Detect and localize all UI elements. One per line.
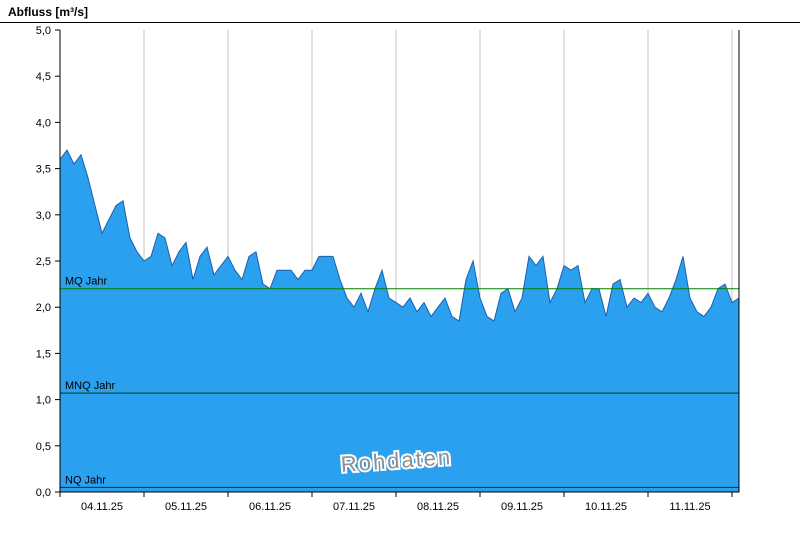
y-tick-label: 0,5 [36,441,51,453]
ref-label-mnq: MNQ Jahr [65,380,115,392]
y-axis-ticks: 0,0 0,5 1,0 1,5 2,0 2,5 3,0 3,5 4,0 4,5 5,0 [36,25,60,499]
y-tick-label: 4,5 [36,71,51,83]
ref-label-mq: MQ Jahr [65,276,108,288]
y-tick-label: 2,0 [36,302,51,314]
y-tick-label: 1,5 [36,348,51,360]
y-tick-label: 0,0 [36,487,51,499]
chart-title: Abfluss [m³/s] [8,5,89,19]
y-tick-label: 5,0 [36,25,51,37]
x-tick-label: 09.11.25 [501,501,543,513]
x-tick-label: 08.11.25 [417,501,459,513]
area-series [59,149,740,493]
x-tick-label: 06.11.25 [249,501,291,513]
x-tick-label: 11.11.25 [669,501,710,513]
y-tick-label: 2,5 [36,256,51,268]
y-tick-label: 1,0 [36,395,51,407]
y-tick-label: 3,5 [36,164,51,176]
x-tick-label: 04.11.25 [81,501,123,513]
x-tick-label: 05.11.25 [165,501,207,513]
ref-label-nq: NQ Jahr [65,474,106,486]
reference-lines: MQ Jahr MNQ Jahr NQ Jahr [60,276,739,488]
x-tick-label: 10.11.25 [585,501,627,513]
y-tick-label: 3,0 [36,210,51,222]
x-axis-ticks: 04.11.25 05.11.25 06.11.25 07.11.25 08.11.25… [59,492,733,513]
discharge-area [59,149,740,493]
y-tick-label: 4,0 [36,117,51,129]
x-tick-label: 07.11.25 [333,501,375,513]
title-divider-line [0,22,800,23]
